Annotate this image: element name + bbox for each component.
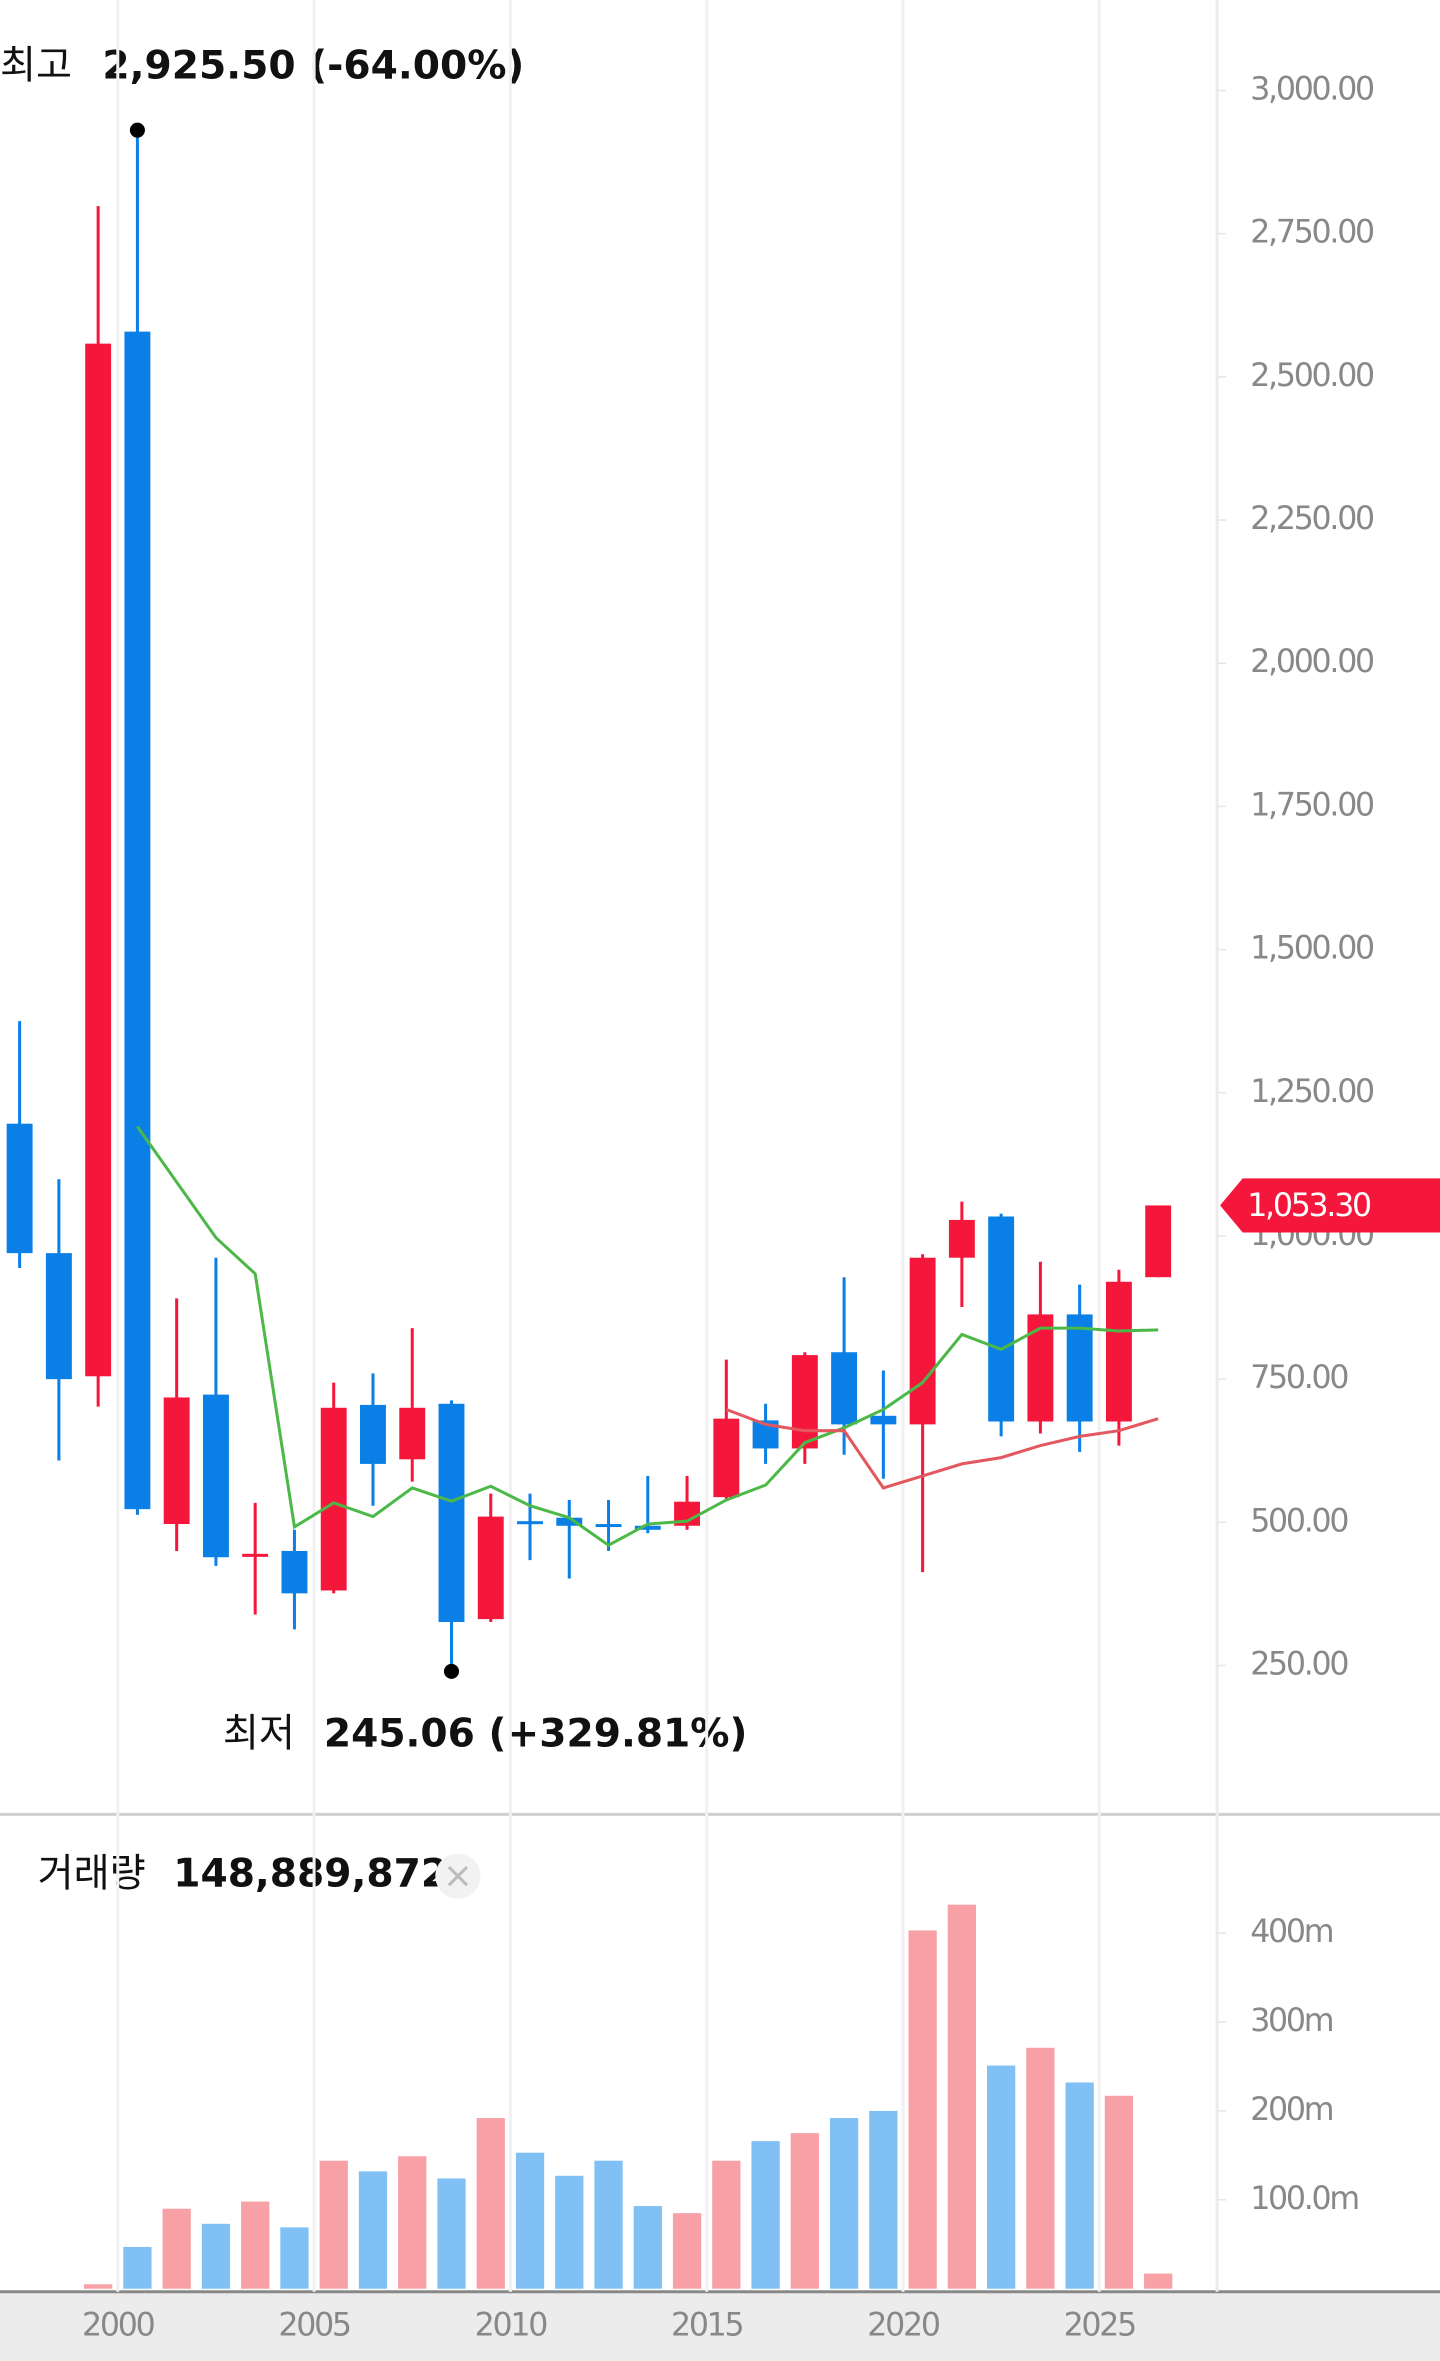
candle-body <box>124 331 151 1510</box>
candle-body <box>6 1123 33 1254</box>
candle-body <box>281 1550 308 1594</box>
candle-body <box>831 1352 858 1425</box>
candle-body <box>163 1397 190 1525</box>
close-button[interactable] <box>435 1853 481 1899</box>
volume-bar <box>84 2284 113 2289</box>
x-axis-band <box>0 2291 1440 2361</box>
candle-body <box>85 343 112 1377</box>
y-tick-label: 300m <box>1250 2003 1333 2039</box>
candle-body <box>1027 1314 1054 1422</box>
volume-bar <box>241 2201 270 2289</box>
candle-body <box>438 1403 465 1622</box>
x-tick-label: 2010 <box>475 2307 548 2343</box>
volume-bar <box>987 2065 1016 2289</box>
volume-bar <box>555 2175 584 2289</box>
volume-bar <box>594 2160 623 2289</box>
y-tick-label: 500.00 <box>1250 1503 1348 1539</box>
high-label: 최고 <box>0 43 72 88</box>
volume-bar <box>869 2110 898 2289</box>
volume-bar <box>712 2160 741 2289</box>
candle-body <box>1105 1281 1132 1422</box>
y-tick-label: 750.00 <box>1250 1360 1348 1396</box>
y-tick-label: 250.00 <box>1250 1647 1348 1683</box>
x-tick-label: 2025 <box>1064 2307 1136 2343</box>
y-tick-label: 400m <box>1250 1914 1333 1950</box>
candle-body <box>595 1524 622 1528</box>
candle-body <box>988 1216 1015 1422</box>
y-tick-label: 1,250.00 <box>1250 1074 1374 1110</box>
candle-body <box>556 1517 583 1526</box>
candle-body <box>909 1257 936 1425</box>
y-tick-label: 2,250.00 <box>1250 501 1374 537</box>
volume-bar <box>280 2227 309 2289</box>
price-tag <box>1220 1178 1440 1233</box>
candle-body <box>713 1418 740 1498</box>
y-tick-label: 1,750.00 <box>1250 787 1374 823</box>
volume-bar <box>123 2246 152 2289</box>
candle-body <box>242 1553 269 1557</box>
y-tick-label: 3,000.00 <box>1250 71 1374 107</box>
x-tick-label: 2020 <box>867 2307 940 2343</box>
candle-body <box>202 1394 229 1558</box>
volume-bar <box>515 2152 545 2289</box>
volume-bar <box>1104 2095 1134 2289</box>
low-value: 245.06 (+329.81%) <box>324 1712 748 1757</box>
volume-bar <box>398 2156 427 2289</box>
volume-bar <box>437 2178 466 2289</box>
volume-bar <box>1026 2047 1055 2289</box>
x-tick-label: 2000 <box>82 2307 155 2343</box>
volume-value: 148,889,872 <box>173 1852 448 1897</box>
volume-bar <box>751 2141 780 2289</box>
candle-body <box>477 1516 504 1620</box>
volume-bar <box>476 2118 505 2289</box>
candle-body <box>1066 1314 1093 1422</box>
volume-title: 거래량 <box>38 1852 146 1897</box>
candle-body <box>320 1407 347 1591</box>
x-tick-label: 2015 <box>671 2307 743 2343</box>
y-tick-label: 2,500.00 <box>1250 358 1374 394</box>
y-tick-label: 2,750.00 <box>1250 215 1374 251</box>
low-label: 최저 <box>223 1712 295 1757</box>
volume-bar <box>162 2208 191 2289</box>
candle-body <box>399 1407 426 1460</box>
volume-bar <box>790 2133 819 2289</box>
volume-bar <box>947 1904 977 2289</box>
y-tick-label: 2,000.00 <box>1250 644 1374 680</box>
extreme-marker <box>443 1663 460 1679</box>
y-tick-label: 1,500.00 <box>1250 931 1374 967</box>
volume-bar <box>1144 2273 1173 2289</box>
candle-body <box>634 1525 661 1530</box>
candle-body <box>948 1219 975 1258</box>
moving-average <box>725 1408 1159 1490</box>
y-tick-label: 200m <box>1250 2092 1333 2128</box>
candle-body <box>870 1415 897 1425</box>
volume-bar <box>908 1930 937 2289</box>
volume-bar <box>358 2171 388 2289</box>
candle-body <box>360 1404 386 1464</box>
candle-body <box>45 1253 72 1380</box>
price-tag-label: 1,053.30 <box>1247 1188 1371 1224</box>
y-tick-label: 100.0m <box>1250 2181 1358 2217</box>
volume-bar <box>319 2160 348 2289</box>
volume-bar <box>201 2223 231 2289</box>
candle-body <box>1145 1205 1172 1278</box>
volume-bar <box>672 2213 702 2289</box>
volume-bar <box>1065 2082 1094 2289</box>
candle-body <box>517 1521 543 1525</box>
candle-body <box>791 1355 818 1449</box>
volume-bar <box>829 2118 859 2289</box>
extreme-marker <box>129 122 145 138</box>
moving-average <box>136 1125 1159 1547</box>
x-tick-label: 2005 <box>278 2307 350 2343</box>
volume-bar <box>633 2206 662 2289</box>
